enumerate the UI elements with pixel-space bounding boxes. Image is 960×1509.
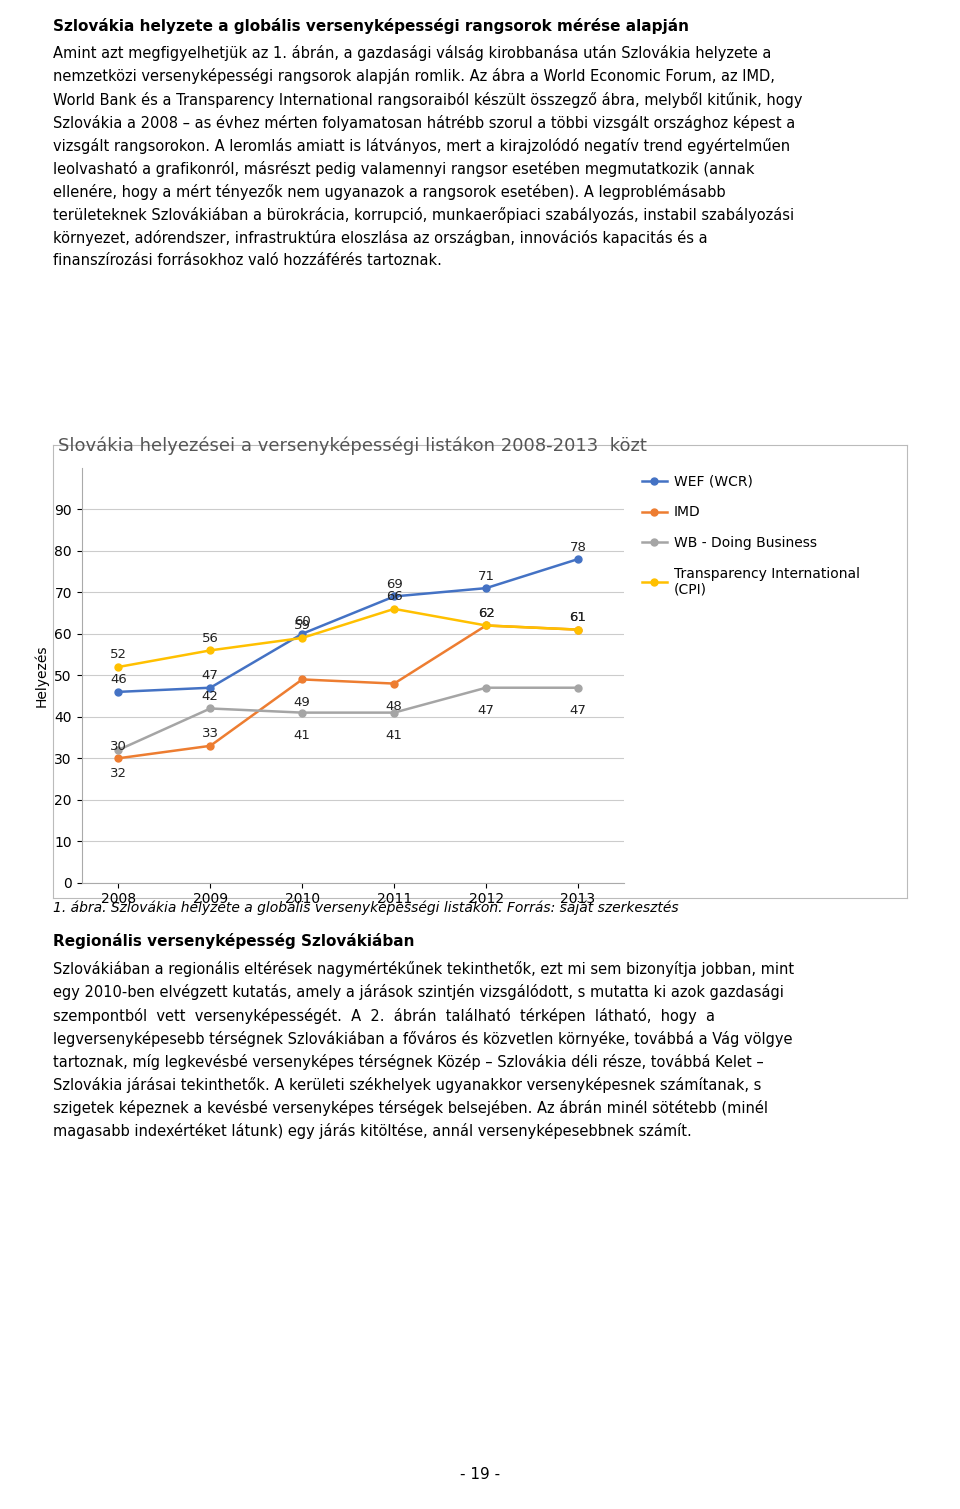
Text: 69: 69 (386, 578, 402, 592)
Text: 41: 41 (386, 729, 402, 742)
Text: 30: 30 (110, 739, 127, 753)
Text: 66: 66 (386, 590, 402, 604)
Text: 46: 46 (110, 673, 127, 687)
Text: 47: 47 (478, 705, 494, 717)
Text: 32: 32 (109, 767, 127, 780)
Text: 61: 61 (569, 611, 587, 625)
Text: 60: 60 (294, 616, 311, 628)
Y-axis label: Helyezés: Helyezés (35, 644, 49, 706)
Text: 42: 42 (202, 690, 219, 703)
Text: 78: 78 (569, 540, 587, 554)
Text: 61: 61 (569, 611, 587, 625)
Text: 62: 62 (478, 607, 494, 620)
Text: Szlovákiában a regionális eltérések nagymértékűnek tekinthetők, ezt mi sem bizon: Szlovákiában a regionális eltérések nagy… (53, 961, 794, 1139)
Text: 41: 41 (294, 729, 311, 742)
Text: 49: 49 (294, 696, 311, 709)
Text: - 19 -: - 19 - (460, 1467, 500, 1482)
Text: 71: 71 (478, 569, 494, 582)
Legend: WEF (WCR), IMD, WB - Doing Business, Transparency International
(CPI): WEF (WCR), IMD, WB - Doing Business, Tra… (642, 475, 860, 598)
Text: 56: 56 (202, 632, 219, 644)
Text: 47: 47 (202, 668, 219, 682)
Text: 1. ábra. Szlovákia helyzete a globális versenyképességi listákon. Forrás: saját : 1. ábra. Szlovákia helyzete a globális v… (53, 901, 679, 916)
Text: 48: 48 (386, 700, 402, 714)
Text: Amint azt megfigyelhetjük az 1. ábrán, a gazdasági válság kirobbanása után Szlov: Amint azt megfigyelhetjük az 1. ábrán, a… (53, 45, 803, 269)
Text: 59: 59 (294, 619, 311, 632)
Text: Szlovákia helyzete a globális versenyképességi rangsorok mérése alapján: Szlovákia helyzete a globális versenykép… (53, 18, 688, 35)
Text: 52: 52 (109, 649, 127, 661)
Text: Regionális versenyképesség Szlovákiában: Regionális versenyképesség Szlovákiában (53, 933, 415, 949)
Text: 47: 47 (569, 705, 587, 717)
Text: 33: 33 (202, 727, 219, 741)
Title: Slovákia helyezései a versenyképességi listákon 2008-2013  közt: Slovákia helyezései a versenyképességi l… (59, 436, 647, 456)
Text: 62: 62 (478, 607, 494, 620)
